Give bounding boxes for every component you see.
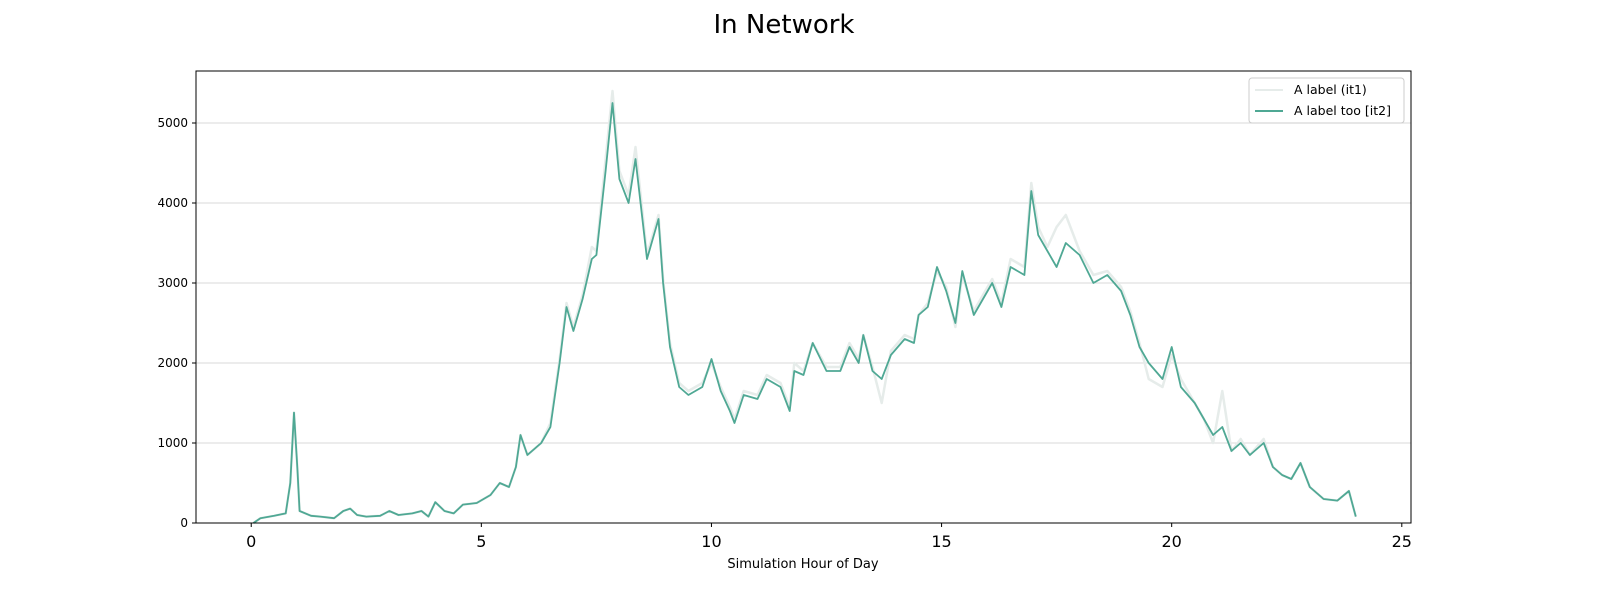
legend-box	[1248, 77, 1405, 124]
legend: A label (it1) A label too [it2]	[1248, 77, 1405, 124]
y-tick-label: 1000	[157, 436, 188, 450]
series-line-1	[252, 89, 1358, 525]
x-axis-label: Simulation Hour of Day	[727, 557, 878, 572]
legend-label: A label (it1)	[1294, 82, 1367, 97]
chart-title: In Network	[714, 10, 855, 40]
y-tick-label: 4000	[157, 196, 188, 210]
series-line-2	[252, 102, 1357, 524]
x-tick-label: 0	[246, 532, 256, 551]
y-tick-label: 5000	[157, 116, 188, 130]
legend-label: A label too [it2]	[1294, 103, 1391, 118]
y-tick-label: 0	[180, 516, 188, 530]
x-tick-label: 20	[1162, 532, 1182, 551]
x-tick-label: 15	[931, 532, 951, 551]
y-tick-label: 2000	[157, 356, 188, 370]
plot-frame	[195, 70, 1412, 524]
x-tick-label: 5	[476, 532, 486, 551]
x-tick-label: 10	[701, 532, 721, 551]
x-tick-label: 25	[1392, 532, 1412, 551]
y-tick-label: 3000	[157, 276, 188, 290]
